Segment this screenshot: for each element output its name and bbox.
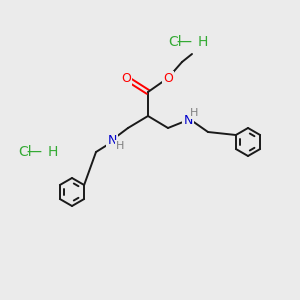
Text: H: H: [198, 35, 208, 49]
Text: —: —: [172, 34, 197, 50]
Text: —: —: [22, 145, 46, 160]
Text: O: O: [163, 71, 173, 85]
Text: N: N: [107, 134, 117, 146]
Text: H: H: [48, 145, 58, 159]
Text: H: H: [190, 108, 198, 118]
Text: Cl: Cl: [168, 35, 182, 49]
Text: Cl: Cl: [18, 145, 32, 159]
Text: N: N: [183, 113, 193, 127]
Text: H: H: [116, 141, 124, 151]
Text: O: O: [121, 71, 131, 85]
